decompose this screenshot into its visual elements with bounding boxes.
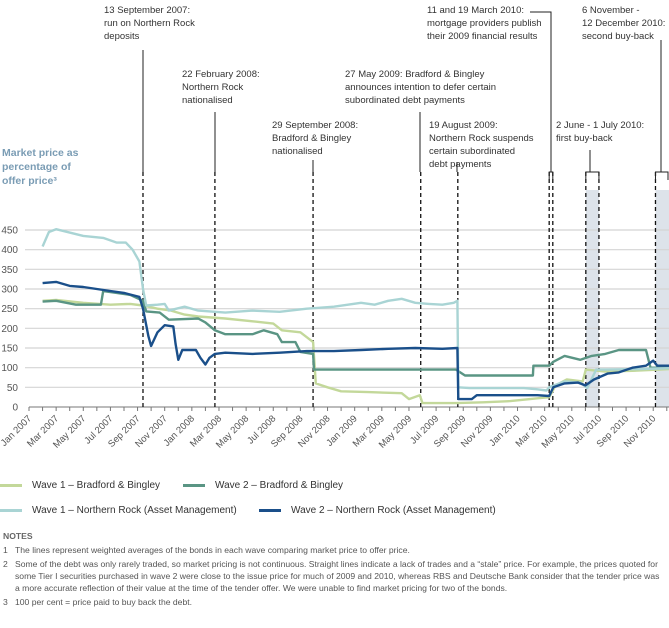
buy-back-period-shading — [655, 190, 669, 407]
note-item: 2 Some of the debt was only rarely traded… — [3, 559, 660, 593]
legend-item-wave2-nr: Wave 2 – Northern Rock (Asset Management… — [259, 505, 496, 516]
annotation-run-on-northern-rock: 13 September 2007: run on Northern Rock … — [104, 5, 195, 42]
legend-label: Wave 2 – Northern Rock (Asset Management… — [291, 505, 496, 516]
legend-swatch — [259, 509, 281, 512]
annotation-bb-nationalised: 29 September 2008: Bradford & Bingley na… — [272, 120, 359, 157]
series-line-wave1-bb — [42, 298, 669, 405]
annotation-bracket — [654, 171, 669, 180]
legend-swatch — [0, 509, 22, 512]
y-tick-label: 200 — [1, 324, 18, 335]
legend-item-wave1-bb: Wave 1 – Bradford & Bingley — [0, 480, 160, 491]
y-tick-label: 400 — [1, 245, 18, 256]
legend-label: Wave 2 – Bradford & Bingley — [215, 480, 344, 491]
legend-label: Wave 1 – Northern Rock (Asset Management… — [32, 505, 237, 516]
y-tick-label: 50 — [7, 383, 19, 394]
note-item: 1 The lines represent weighted averages o… — [3, 545, 410, 555]
annotation-nr-suspends-payments: 19 August 2009: Northern Rock suspends c… — [429, 120, 534, 170]
annotation-first-buy-back: 2 June - 1 July 2010: first buy-back — [556, 120, 645, 144]
series-line-wave2-nr — [42, 280, 669, 401]
y-tick-label: 350 — [1, 265, 18, 276]
legend-item-wave1-nr: Wave 1 – Northern Rock (Asset Management… — [0, 505, 237, 516]
annotation-mortgage-results: 11 and 19 March 2010: mortgage providers… — [427, 5, 542, 42]
annotation-bracket — [548, 171, 554, 180]
legend-swatch — [183, 484, 205, 487]
y-tick-label: 250 — [1, 304, 18, 315]
note-item: 3 100 per cent = price paid to buy back t… — [3, 597, 193, 607]
annotation-bb-defer-payments: 27 May 2009: Bradford & Bingley announce… — [345, 69, 497, 106]
y-tick-label: 100 — [1, 363, 18, 374]
series-line-wave1-nr — [41, 228, 669, 392]
y-tick-label: 0 — [12, 403, 18, 414]
buy-back-period-shading — [585, 190, 599, 407]
legend-label: Wave 1 – Bradford & Bingley — [32, 480, 161, 491]
notes-heading: NOTES — [3, 531, 33, 541]
y-tick-label: 450 — [1, 226, 18, 237]
y-tick-label: 150 — [1, 344, 18, 355]
annotation-bracket — [585, 171, 600, 180]
y-axis-label: Market price as percentage of offer pric… — [2, 147, 79, 187]
annotation-connector — [530, 11, 552, 172]
notes: NOTES 1 The lines represent weighted aver… — [3, 530, 665, 610]
annotation-northern-rock-nationalised: 22 February 2008: Northern Rock national… — [182, 69, 260, 106]
y-tick-label: 300 — [1, 285, 18, 296]
legend-swatch — [0, 484, 22, 487]
legend-item-wave2-bb: Wave 2 – Bradford & Bingley — [183, 480, 343, 491]
annotation-second-buy-back: 6 November - 12 December 2010: second bu… — [582, 5, 666, 42]
